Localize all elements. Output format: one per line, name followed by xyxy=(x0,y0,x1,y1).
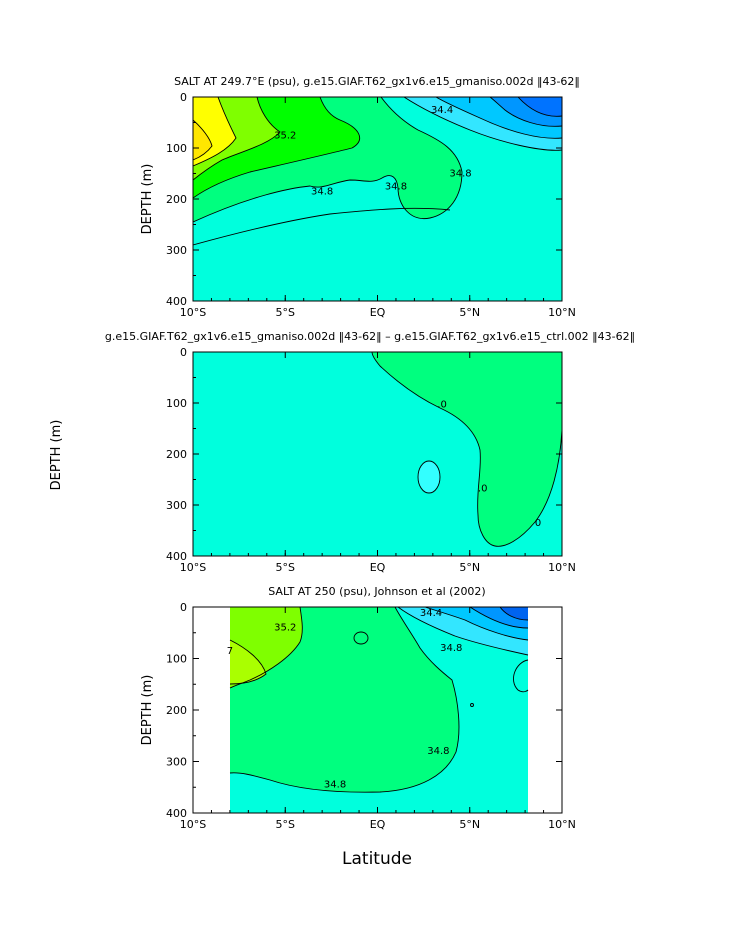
y-tick-label: 300 xyxy=(166,756,187,769)
panel-3-title: SALT AT 250 (psu), Johnson et al (2002) xyxy=(268,585,485,598)
panel-3-plot-area: 34.4 35.2 7 34.8 34.8 34.8 xyxy=(193,607,562,813)
panel-1-contour-line xyxy=(435,97,562,139)
contour-label: 34.8 xyxy=(311,186,333,197)
contour-label: 0 xyxy=(535,518,541,529)
panel-1-contour-line xyxy=(193,97,463,223)
contour-label: 34.4 xyxy=(431,105,453,116)
panel-2: g.e15.GIAF.T62_gx1v6.e15_gmaniso.002d ‖4… xyxy=(49,330,635,574)
panel-3-contour-fill-34.0 xyxy=(500,607,528,620)
contour-label: 35.2 xyxy=(274,130,296,141)
x-tick-label: EQ xyxy=(370,306,386,319)
panel-1-contour-line xyxy=(489,97,562,127)
y-tick-label: 0 xyxy=(180,601,187,614)
panel-3-contour-line xyxy=(229,607,303,689)
x-tick-label: 5°N xyxy=(459,306,480,319)
x-tick-label: 5°S xyxy=(276,561,295,574)
panel-2-plot-area: .0 .0 0 xyxy=(193,352,562,556)
x-tick-label: 10°N xyxy=(548,306,576,319)
y-tick-label: 200 xyxy=(166,704,187,717)
panel-3-contour-line xyxy=(470,703,474,707)
panel-1-contour-fill-35.6 xyxy=(193,120,212,160)
panel-2-contour-fill-positive xyxy=(372,352,562,547)
panel-3-contour-line xyxy=(469,607,529,629)
panel-2-frame xyxy=(192,351,563,557)
y-tick-label: 0 xyxy=(180,346,187,359)
x-tick-label: 10°N xyxy=(548,818,576,831)
panel-3-contour-line xyxy=(229,639,267,685)
y-tick-label: 200 xyxy=(166,193,187,206)
contour-label: 34.8 xyxy=(385,181,407,192)
panel-1-title: SALT AT 249.7°E (psu), g.e15.GIAF.T62_gx… xyxy=(174,75,580,88)
x-tick-label: 10°S xyxy=(180,306,206,319)
panel-2-title: g.e15.GIAF.T62_gx1v6.e15_gmaniso.002d ‖4… xyxy=(105,330,635,343)
panel-1-x-ticks: 10°S 5°S EQ 5°N 10°N xyxy=(180,97,576,319)
contour-label: 34.4 xyxy=(420,608,442,619)
panel-3-contour-line xyxy=(499,607,529,621)
panel-3-contour-line xyxy=(353,631,369,645)
panel-2-contour-line xyxy=(371,352,562,547)
x-tick-label: 5°N xyxy=(459,561,480,574)
x-tick-label: 10°N xyxy=(548,561,576,574)
panel-3-frame xyxy=(192,606,563,814)
x-tick-label: 5°S xyxy=(276,306,295,319)
panel-1-contour-line xyxy=(403,97,562,151)
panel-3-contour-fill-35.4 xyxy=(230,640,266,684)
panel-2-y-axis-label: DEPTH (m) xyxy=(49,420,64,491)
contour-label: 34.8 xyxy=(449,169,471,180)
panel-1-frame xyxy=(192,96,563,302)
contour-label: 35.2 xyxy=(274,623,296,634)
panel-1-y-ticks: 0 100 200 300 400 xyxy=(166,91,562,308)
contour-label: .0 xyxy=(437,400,447,411)
x-tick-label: 10°S xyxy=(180,818,206,831)
y-tick-label: 100 xyxy=(166,142,187,155)
panel-1-contour-line xyxy=(193,97,361,199)
contour-label: 34.8 xyxy=(427,746,449,757)
x-tick-label: EQ xyxy=(370,561,386,574)
contour-label: 7 xyxy=(227,646,233,657)
y-tick-label: 0 xyxy=(180,91,187,104)
panel-2-contour-line xyxy=(417,460,441,494)
panel-1: SALT AT 249.7°E (psu), g.e15.GIAF.T62_gx… xyxy=(140,75,580,319)
panel-3: SALT AT 250 (psu), Johnson et al (2002) … xyxy=(140,585,576,831)
panel-3-y-axis-label: DEPTH (m) xyxy=(140,675,155,746)
panel-1-contour-fill-34.0 xyxy=(518,97,562,117)
panel-1-contour-line xyxy=(517,97,562,117)
panel-2-y-ticks: 0 100 200 300 400 xyxy=(166,346,562,563)
panel-1-plot-area: 34.4 35.2 34.8 34.8 34.8 xyxy=(193,97,562,301)
x-tick-label: 10°S xyxy=(180,561,206,574)
panel-3-contour-line xyxy=(229,607,460,793)
contour-label: 34.8 xyxy=(324,780,346,791)
panel-1-contour-line xyxy=(193,97,281,181)
y-tick-label: 100 xyxy=(166,397,187,410)
contour-label: .0 xyxy=(478,484,488,495)
y-tick-label: 400 xyxy=(166,295,187,308)
y-tick-label: 300 xyxy=(166,244,187,257)
x-tick-label: 5°N xyxy=(459,818,480,831)
x-axis-label: Latitude xyxy=(342,849,412,869)
panel-3-contour-fill-island xyxy=(354,632,368,644)
panel-1-contour-line xyxy=(193,119,213,161)
panel-3-contour-line xyxy=(397,607,529,656)
y-tick-label: 200 xyxy=(166,448,187,461)
x-tick-label: EQ xyxy=(370,818,386,831)
panel-1-contour-line xyxy=(193,97,237,167)
y-tick-label: 300 xyxy=(166,499,187,512)
panel-1-y-axis-label: DEPTH (m) xyxy=(140,164,155,235)
y-tick-label: 400 xyxy=(166,550,187,563)
panel-1-contour-line xyxy=(193,207,451,246)
panel-2-contour-fill-island xyxy=(418,461,440,493)
x-tick-label: 5°S xyxy=(276,818,295,831)
panel-3-contour-line xyxy=(424,607,529,641)
panel-3-contour-line xyxy=(513,659,529,693)
y-tick-label: 400 xyxy=(166,807,187,820)
panel-3-x-ticks: 10°S 5°S EQ 5°N 10°N xyxy=(180,607,576,831)
contour-label: 34.8 xyxy=(440,643,462,654)
y-tick-label: 100 xyxy=(166,653,187,666)
